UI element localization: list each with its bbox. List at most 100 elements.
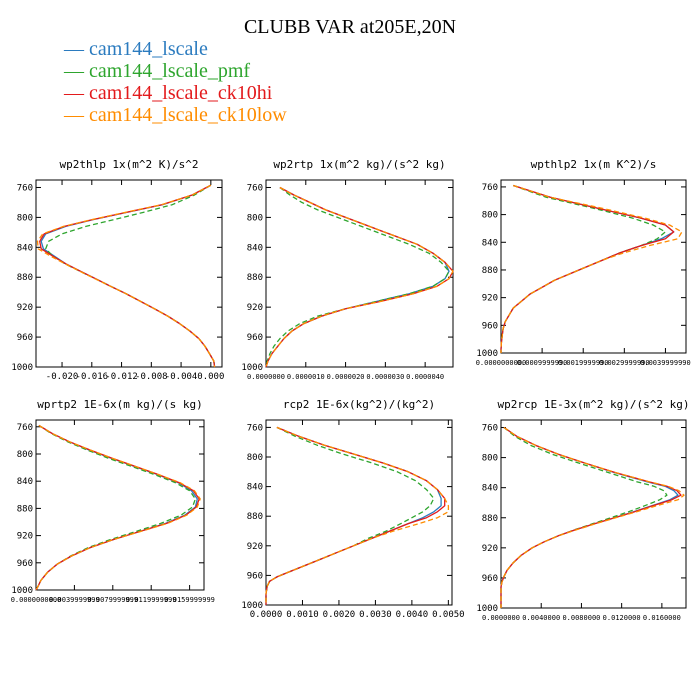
chart-title: wp2rcp 1E-3x(m^2 kg)/(s^2 kg) xyxy=(497,398,689,411)
y-tick-label: 800 xyxy=(482,454,498,464)
y-tick-label: 840 xyxy=(17,243,33,253)
series-line xyxy=(500,184,675,353)
chart-panel: wp2thlp 1x(m^2 K)/s^2 760 800 840 880 920 960 1… xyxy=(11,158,224,382)
x-tick-label: 0.0040 xyxy=(396,610,429,620)
series-line xyxy=(500,426,679,608)
series-line xyxy=(35,424,200,591)
chart-panel: wp2rtp 1x(m^2 kg)/(s^2 kg) 760 800 840 880 92… xyxy=(241,158,454,381)
y-tick-label: 1000 xyxy=(241,601,263,611)
x-tick-label: 0.0040000 xyxy=(522,614,560,622)
y-tick-label: 1000 xyxy=(476,349,498,359)
y-tick-label: 840 xyxy=(247,483,263,493)
legend-item: — cam144_lscale_ck10hi xyxy=(64,82,287,104)
x-tick-label: 0.0000010 xyxy=(287,373,325,381)
chart-title: wp2thlp 1x(m^2 K)/s^2 xyxy=(59,158,198,171)
x-tick-label: 0.0029999990 xyxy=(599,359,650,367)
y-tick-label: 800 xyxy=(482,211,498,221)
legend-item: — cam144_lscale xyxy=(64,38,287,60)
x-tick-label: 0.0160000 xyxy=(643,614,681,622)
legend-label: cam144_lscale_ck10low xyxy=(89,104,287,126)
plot-frame xyxy=(265,419,453,606)
x-tick-label: -0.004 xyxy=(165,372,198,382)
y-tick-label: 1000 xyxy=(11,586,33,596)
legend-dash: — xyxy=(64,38,89,60)
series-line xyxy=(35,424,197,591)
y-tick-label: 840 xyxy=(482,238,498,248)
y-tick-label: 800 xyxy=(247,453,263,463)
series-line xyxy=(265,426,435,605)
series-line xyxy=(265,426,450,605)
plot-frame xyxy=(500,179,687,354)
series-line xyxy=(265,186,454,368)
legend-dash: — xyxy=(64,104,89,126)
y-tick-label: 760 xyxy=(247,423,263,433)
y-tick-label: 960 xyxy=(482,321,498,331)
x-tick-label: 0.0119999999 xyxy=(126,596,177,604)
x-tick-label: 0.0000000 xyxy=(247,373,285,381)
chart-title: wprtp2 1E-6x(m kg)/(s kg) xyxy=(37,398,203,411)
y-tick-label: 760 xyxy=(482,183,498,193)
y-tick-label: 880 xyxy=(482,514,498,524)
y-tick-label: 840 xyxy=(247,243,263,253)
series-line xyxy=(500,184,683,353)
series-line xyxy=(500,184,667,353)
x-tick-label: 0.0000020 xyxy=(327,373,365,381)
chart-panel: rcp2 1E-6x(kg^2)/(kg^2) 760 800 840 880 920 96… xyxy=(241,398,464,620)
y-tick-label: 760 xyxy=(17,183,33,193)
y-tick-label: 1000 xyxy=(241,363,263,373)
y-tick-label: 880 xyxy=(482,266,498,276)
y-tick-label: 760 xyxy=(17,423,33,433)
x-tick-label: 0.0000000 xyxy=(482,614,520,622)
y-tick-label: 960 xyxy=(17,333,33,343)
y-tick-label: 960 xyxy=(247,571,263,581)
chart-panel: wprtp2 1E-6x(m kg)/(s kg) 760 800 840 880 920… xyxy=(11,398,215,604)
x-tick-label: 0.0000000000 xyxy=(11,596,62,604)
x-tick-label: 0.0080000 xyxy=(562,614,600,622)
y-tick-label: 880 xyxy=(17,273,33,283)
series-line xyxy=(500,426,668,608)
x-tick-label: 0.0050 xyxy=(432,610,465,620)
y-tick-label: 840 xyxy=(17,477,33,487)
legend-dash: — xyxy=(64,82,89,104)
y-tick-label: 1000 xyxy=(11,363,33,373)
y-tick-label: 920 xyxy=(17,532,33,542)
x-tick-label: -0.012 xyxy=(105,372,138,382)
series-line xyxy=(265,186,454,368)
y-tick-label: 760 xyxy=(482,424,498,434)
legend-label: cam144_lscale_pmf xyxy=(89,60,251,82)
x-tick-label: 0.0019999990 xyxy=(558,359,609,367)
y-tick-label: 800 xyxy=(17,213,33,223)
chart-title: wp2rtp 1x(m^2 kg)/(s^2 kg) xyxy=(273,158,445,171)
y-tick-label: 1000 xyxy=(476,604,498,614)
x-tick-label: -0.008 xyxy=(135,372,168,382)
y-tick-label: 880 xyxy=(17,504,33,514)
x-tick-label: 0.0030 xyxy=(359,610,392,620)
legend-label: cam144_lscale xyxy=(89,38,208,60)
series-line xyxy=(45,184,216,368)
x-tick-label: 0.0020 xyxy=(323,610,356,620)
y-tick-label: 880 xyxy=(247,273,263,283)
plot-frame xyxy=(35,179,223,368)
x-tick-label: -0.016 xyxy=(76,372,109,382)
x-tick-label: 0.0120000 xyxy=(603,614,641,622)
y-tick-label: 920 xyxy=(482,544,498,554)
series-line xyxy=(265,186,450,368)
series-line xyxy=(500,426,682,608)
plot-frame xyxy=(35,419,205,591)
x-tick-label: 0.0079999999 xyxy=(88,596,139,604)
series-line xyxy=(265,186,450,368)
series-line xyxy=(500,426,685,608)
x-tick-label: 0.0159999999 xyxy=(164,596,215,604)
x-tick-label: 0.0009999990 xyxy=(517,359,568,367)
y-tick-label: 800 xyxy=(247,213,263,223)
series-line xyxy=(500,184,675,353)
x-tick-label: 0.0000000000 xyxy=(476,359,527,367)
legend-item: — cam144_lscale_ck10low xyxy=(64,104,287,126)
figure-title: CLUBB VAR at205E,20N xyxy=(243,16,457,38)
x-tick-label: 0.0039999990 xyxy=(640,359,691,367)
chart-title: wpthlp2 1x(m K^2)/s xyxy=(531,158,657,171)
legend-dash: — xyxy=(64,60,89,82)
x-tick-label: 0.0010 xyxy=(286,610,319,620)
x-tick-label: 0.000 xyxy=(197,372,224,382)
